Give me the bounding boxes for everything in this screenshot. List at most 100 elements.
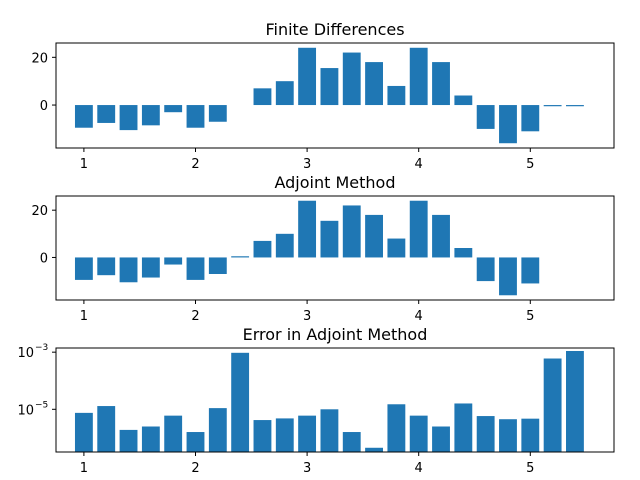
- x-tick-label: 3: [303, 461, 311, 476]
- y-tick-label: 10: [17, 403, 34, 418]
- bar: [454, 403, 473, 452]
- axes-frame: [55, 42, 615, 149]
- bar: [342, 432, 361, 452]
- bar: [164, 105, 183, 113]
- bar: [97, 105, 116, 123]
- bar: [74, 105, 93, 128]
- bar: [253, 240, 272, 258]
- bar: [141, 426, 160, 452]
- bar: [409, 415, 428, 452]
- bar: [298, 47, 317, 106]
- x-tick-label: 5: [526, 157, 534, 172]
- x-tick-label: 2: [191, 309, 199, 324]
- bar: [141, 257, 160, 278]
- bar: [97, 406, 116, 452]
- bar: [543, 358, 562, 452]
- x-tick-label: 1: [80, 461, 88, 476]
- bar: [208, 408, 227, 452]
- bar: [365, 214, 383, 258]
- x-tick-label: 2: [191, 157, 199, 172]
- bar: [208, 105, 227, 122]
- bar: [409, 200, 428, 258]
- bar: [186, 105, 205, 128]
- bar: [499, 419, 517, 452]
- bar: [432, 426, 450, 452]
- bar: [454, 248, 473, 258]
- bar: [543, 105, 562, 107]
- adjoint-method-panel: 1 2 3 4 5 0 20 Adjoint Method: [31, 173, 615, 324]
- x-tick-label: 4: [415, 157, 423, 172]
- bar: [275, 81, 294, 106]
- x-tick-label: 3: [303, 157, 311, 172]
- bar: [476, 257, 495, 282]
- x-tick-label: 1: [80, 157, 88, 172]
- y-tick-label: 0: [40, 99, 48, 114]
- bar: [320, 409, 339, 452]
- bar: [231, 352, 250, 452]
- bar: [365, 447, 383, 452]
- bar: [164, 415, 183, 452]
- bar: [231, 256, 250, 258]
- panel-title: Error in Adjoint Method: [243, 325, 428, 344]
- bar: [119, 429, 138, 452]
- bar: [521, 257, 540, 284]
- bar: [521, 418, 540, 452]
- bar: [208, 257, 227, 274]
- axes-frame: [55, 195, 615, 301]
- axes-frame: [55, 347, 615, 453]
- bar: [387, 238, 406, 258]
- bar: [298, 415, 317, 452]
- x-tick-label: 4: [415, 461, 423, 476]
- bar: [164, 257, 183, 265]
- panel-title: Adjoint Method: [274, 173, 395, 192]
- bar: [365, 62, 383, 106]
- panel-title: Finite Differences: [265, 20, 404, 39]
- bar: [499, 257, 517, 296]
- bar: [387, 404, 406, 452]
- bar: [119, 105, 138, 131]
- x-tick-label: 5: [526, 309, 534, 324]
- bar: [499, 105, 517, 144]
- x-tick-label: 3: [303, 309, 311, 324]
- bar: [253, 88, 272, 106]
- y-tick-label: 10: [17, 346, 34, 361]
- bar: [97, 257, 116, 276]
- bar: [320, 68, 339, 106]
- bar: [253, 420, 272, 452]
- finite-differences-panel: 1 2 3 4 5 0 20 Finite Differences: [31, 20, 615, 172]
- bar: [298, 200, 317, 258]
- bar: [275, 233, 294, 258]
- y-tick-label: 20: [31, 204, 48, 219]
- y-tick-exponent: −5: [35, 400, 48, 410]
- bar: [521, 105, 540, 132]
- x-tick-label: 2: [191, 461, 199, 476]
- bar: [454, 95, 473, 106]
- bar: [432, 214, 450, 258]
- x-tick-label: 1: [80, 309, 88, 324]
- bar: [432, 62, 450, 106]
- x-tick-label: 5: [526, 461, 534, 476]
- bar: [320, 220, 339, 258]
- bar: [342, 205, 361, 258]
- bar: [141, 105, 160, 126]
- bar: [186, 257, 205, 280]
- y-tick-exponent: −3: [35, 343, 48, 353]
- bar: [566, 350, 584, 452]
- bar: [476, 105, 495, 129]
- y-tick-label: 0: [40, 251, 48, 266]
- bar: [566, 105, 584, 107]
- bar: [74, 257, 93, 280]
- bar: [409, 47, 428, 106]
- bar: [342, 52, 361, 106]
- bar: [476, 416, 495, 452]
- bar: [186, 432, 205, 452]
- bar: [387, 85, 406, 106]
- x-tick-label: 4: [415, 309, 423, 324]
- y-tick-label: 20: [31, 51, 48, 66]
- bar: [119, 257, 138, 283]
- bar: [74, 412, 93, 452]
- bar: [275, 418, 294, 452]
